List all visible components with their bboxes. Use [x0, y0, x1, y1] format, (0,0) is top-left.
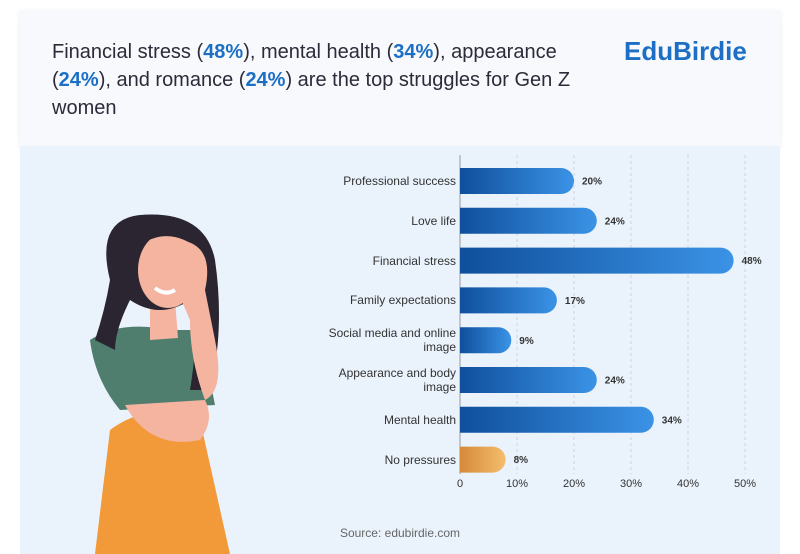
bar: [460, 287, 557, 314]
value-label: 48%: [742, 256, 762, 267]
brand: EduBirdie: [624, 36, 747, 66]
title-text: ), mental health (: [243, 41, 394, 63]
title-highlight: 24%: [245, 69, 286, 91]
bar: [460, 446, 506, 473]
illustration: [90, 214, 230, 554]
bar: [460, 367, 597, 393]
title-text: ), and romance (: [98, 69, 246, 91]
x-tick-label: 30%: [620, 478, 642, 490]
value-label: 24%: [605, 376, 625, 387]
category-label: No pressures: [384, 452, 456, 467]
bar: [460, 168, 574, 194]
bar: [460, 406, 654, 433]
category-label: Appearance and body image: [338, 366, 456, 394]
title-highlight: 48%: [203, 41, 244, 63]
title-text: Financial stress (: [52, 41, 204, 63]
category-label: Financial stress: [372, 253, 456, 268]
category-label: Social media and online image: [328, 326, 456, 355]
category-label: Family expectations: [349, 293, 456, 308]
x-tick-label: 10%: [506, 478, 528, 490]
title-text: ) are the top struggles for Gen Z women: [52, 69, 571, 119]
bar: [460, 327, 512, 354]
title-highlight: 24%: [58, 69, 99, 91]
x-tick-label: 50%: [734, 478, 756, 490]
source: Source: edubirdie.com: [339, 526, 461, 540]
bar: [460, 207, 597, 234]
value-label: 34%: [662, 415, 682, 426]
bar: [460, 247, 734, 274]
value-label: 17%: [565, 296, 585, 307]
title-highlight: 34%: [393, 41, 434, 63]
value-label: 9%: [519, 336, 534, 347]
x-tick-label: 0: [457, 478, 463, 490]
title: Financial stress (48%), mental health (3…: [52, 38, 612, 122]
value-label: 24%: [605, 216, 625, 227]
title-text: ), appearance (: [52, 41, 557, 91]
value-label: 8%: [514, 455, 529, 466]
x-tick-label: 20%: [563, 478, 585, 490]
value-label: 20%: [582, 177, 602, 188]
header-card: [20, 10, 780, 146]
x-tick-label: 40%: [677, 478, 699, 490]
category-label: Mental health: [383, 412, 456, 427]
category-label: Love life: [411, 213, 456, 228]
category-label: Professional success: [343, 174, 456, 188]
